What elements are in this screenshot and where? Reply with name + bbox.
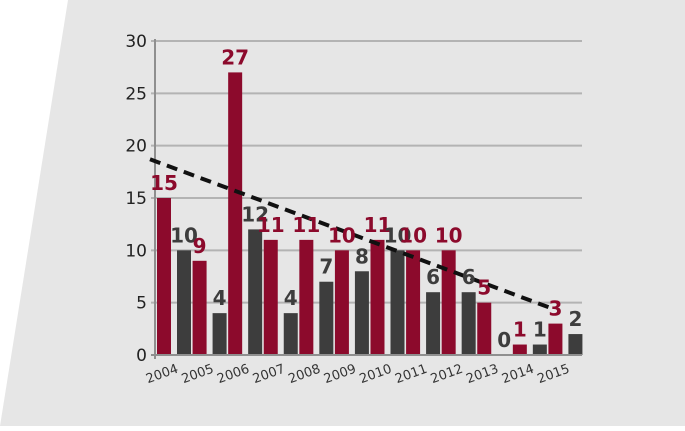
bar-s1 <box>406 250 421 355</box>
y-tick-label: 5 <box>136 294 147 314</box>
data-label-s1: 10 <box>435 223 463 247</box>
y-tick-label: 15 <box>125 189 147 209</box>
bar-s1 <box>263 239 278 355</box>
data-label-s2: 4 <box>284 286 298 310</box>
data-label-s1: 11 <box>364 213 392 237</box>
bar-s1 <box>477 302 492 355</box>
bar-s2 <box>354 271 369 355</box>
bar-s1 <box>157 198 171 355</box>
bar-s2 <box>319 281 334 355</box>
data-label-s2: 7 <box>319 255 333 279</box>
bars <box>157 72 583 356</box>
data-label-s1: 9 <box>193 234 207 258</box>
y-tick-labels: 0 5 10 15 20 25 30 <box>125 32 147 366</box>
data-label-s1: 15 <box>150 171 178 195</box>
data-label-s1: 11 <box>292 213 320 237</box>
axes <box>151 39 582 359</box>
y-tick-label: 30 <box>125 32 147 52</box>
data-label-s1: 27 <box>221 45 249 69</box>
data-label-s1: 10 <box>399 223 427 247</box>
gridlines <box>151 40 582 304</box>
bar-s1 <box>192 260 207 355</box>
data-label-s1: 5 <box>477 276 491 300</box>
data-label-s2: 8 <box>355 244 369 268</box>
bar-s2 <box>532 344 547 355</box>
data-label-s2: 1 <box>533 318 547 342</box>
data-label-s2: 6 <box>426 265 440 289</box>
bar-s1 <box>512 344 527 355</box>
bar-s2 <box>390 250 405 355</box>
data-label-s1: 10 <box>328 223 356 247</box>
y-tick-label: 20 <box>125 137 147 157</box>
bar-s1 <box>441 250 456 355</box>
y-tick-label: 0 <box>136 346 147 366</box>
data-label-s2: 2 <box>568 307 582 331</box>
y-tick-label: 10 <box>125 241 147 261</box>
bar-s1 <box>228 72 243 356</box>
bar-s2 <box>283 313 298 355</box>
data-label-s2: 6 <box>462 265 476 289</box>
data-label-s2: 0 <box>497 328 511 352</box>
bar-s2 <box>212 313 227 355</box>
y-tick-label: 25 <box>125 84 147 104</box>
data-label-s2: 10 <box>170 223 198 247</box>
bar-s1 <box>370 239 385 355</box>
data-label-s1: 11 <box>257 213 285 237</box>
data-label-s2: 12 <box>241 202 269 226</box>
data-label-s1: 1 <box>513 318 527 342</box>
data-label-s2: 4 <box>213 286 227 310</box>
bar-s2 <box>426 292 441 355</box>
data-label-s1: 3 <box>548 297 562 321</box>
bar-s2 <box>248 229 263 355</box>
bar-s1 <box>299 239 314 355</box>
bar-s2 <box>461 292 476 355</box>
bar-s1 <box>548 323 563 355</box>
bar-s2 <box>568 334 583 355</box>
data-label-s2: 10 <box>384 223 412 247</box>
bar-s2 <box>177 250 191 355</box>
bar-s1 <box>334 250 349 355</box>
